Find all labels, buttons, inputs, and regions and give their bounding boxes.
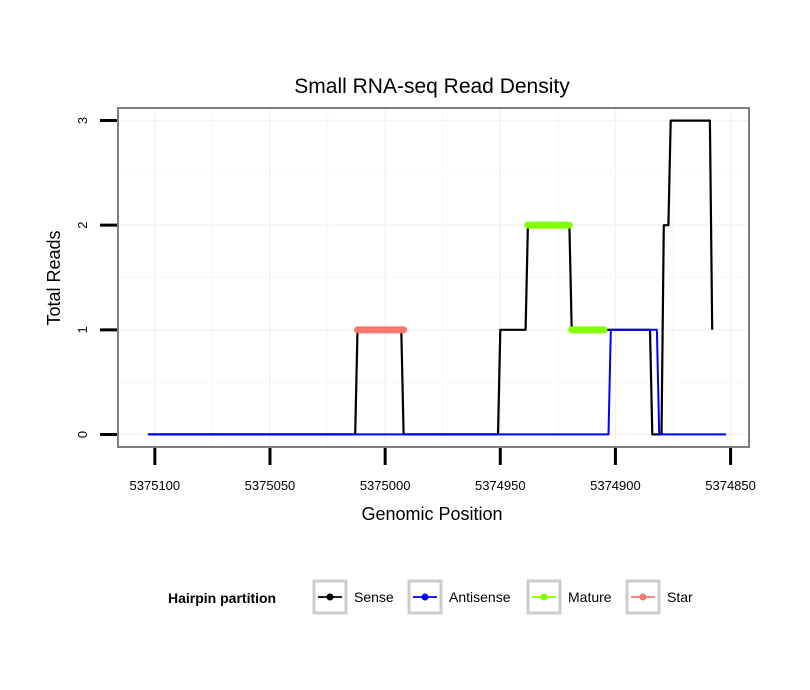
- legend-item-antisense: Antisense: [407, 579, 511, 615]
- legend-key-point-star: [639, 593, 647, 601]
- chart-title: Small RNA-seq Read Density: [294, 75, 570, 98]
- legend-item-star: Star: [625, 579, 693, 615]
- y-tick-label: 3: [75, 117, 90, 124]
- plot-series: [147, 119, 726, 436]
- antisense-series-line: [147, 328, 726, 436]
- x-tick-label: 5375050: [245, 478, 296, 493]
- y-axis: 0 1 2 3: [75, 117, 117, 438]
- x-tick-label: 5374850: [705, 478, 756, 493]
- legend: Hairpin partition Sense Antisense Mature St…: [168, 579, 693, 615]
- x-axis: 5375100 5375050 5375000 5374950 5374900 53748…: [130, 448, 756, 493]
- legend-label-star: Star: [667, 589, 693, 605]
- legend-label-sense: Sense: [354, 589, 394, 605]
- plot-grid: [118, 108, 749, 447]
- plot-panel-border: [117, 107, 750, 448]
- x-tick-label: 5374950: [475, 478, 526, 493]
- y-tick-label: 1: [75, 326, 90, 333]
- legend-label-mature: Mature: [568, 589, 612, 605]
- legend-label-antisense: Antisense: [449, 589, 511, 605]
- y-tick-label: 0: [75, 431, 90, 438]
- x-tick-label: 5375000: [360, 478, 411, 493]
- y-tick-label: 2: [75, 222, 90, 229]
- legend-key-point-mature: [540, 593, 548, 601]
- y-axis-title: Total Reads: [44, 230, 64, 325]
- x-tick-label: 5374900: [590, 478, 641, 493]
- legend-key-point-antisense: [421, 593, 429, 601]
- x-axis-title: Genomic Position: [361, 504, 502, 524]
- legend-item-sense: Sense: [312, 579, 394, 615]
- legend-item-mature: Mature: [526, 579, 612, 615]
- legend-key-point-sense: [326, 593, 334, 601]
- legend-title: Hairpin partition: [168, 590, 276, 606]
- x-tick-label: 5375100: [130, 478, 181, 493]
